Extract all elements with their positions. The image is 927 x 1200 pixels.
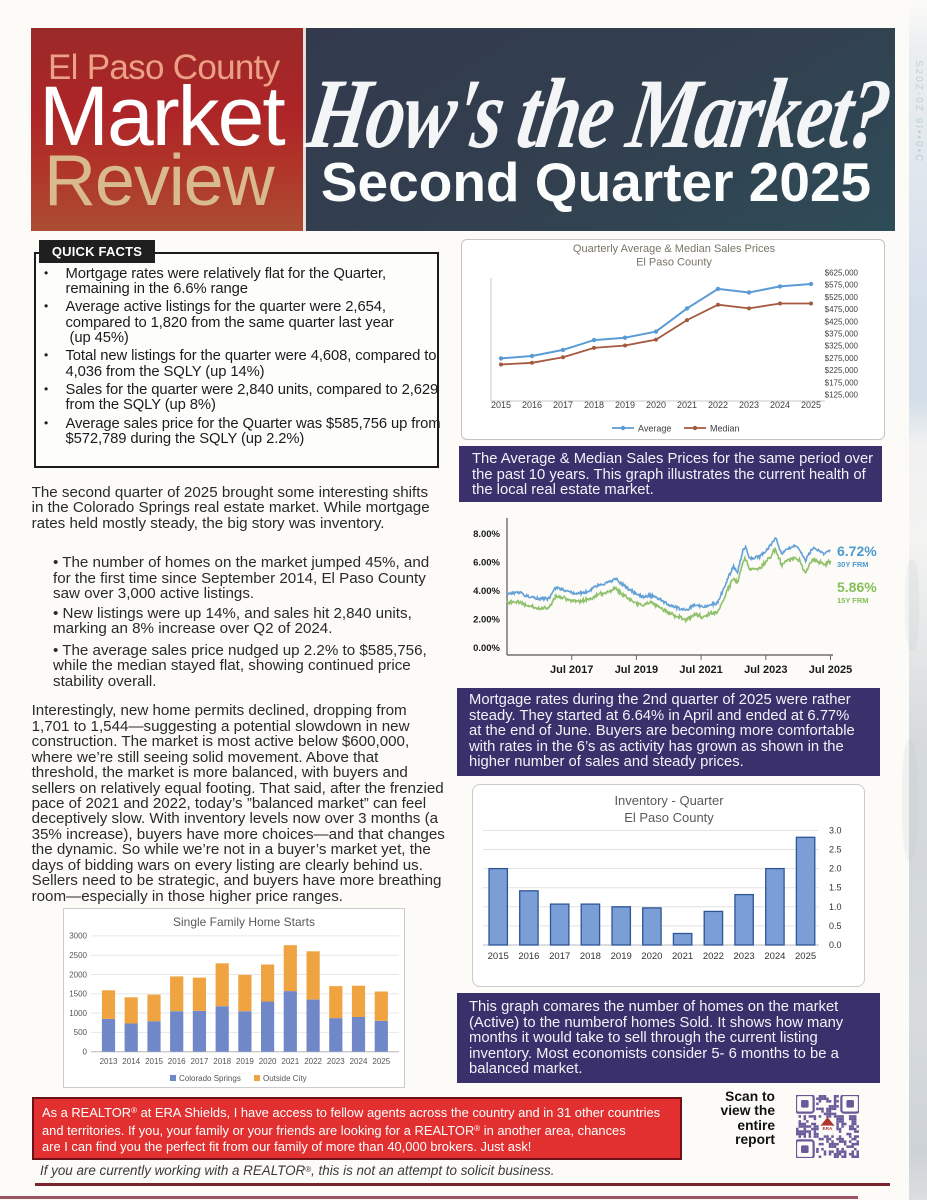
svg-text:2016: 2016 <box>522 400 542 410</box>
svg-text:2025: 2025 <box>801 400 821 410</box>
svg-text:1000: 1000 <box>69 1009 87 1018</box>
svg-text:4.00%: 4.00% <box>473 586 500 597</box>
svg-text:0: 0 <box>83 1048 88 1057</box>
svg-text:2020: 2020 <box>641 951 662 962</box>
svg-text:2015: 2015 <box>488 951 509 962</box>
svg-text:$625,000: $625,000 <box>825 269 859 278</box>
svg-text:ERA: ERA <box>823 1126 833 1131</box>
svg-text:Inventory - Quarter: Inventory - Quarter <box>614 793 724 808</box>
svg-text:Jul 2025: Jul 2025 <box>809 664 852 676</box>
svg-text:2015: 2015 <box>145 1057 163 1066</box>
svg-text:Jul 2021: Jul 2021 <box>679 664 722 676</box>
svg-text:Colorado Springs: Colorado Springs <box>179 1074 241 1083</box>
svg-text:2024: 2024 <box>770 400 790 410</box>
svg-text:Jul 2017: Jul 2017 <box>550 664 593 676</box>
svg-text:2024: 2024 <box>764 951 785 962</box>
svg-text:2023: 2023 <box>327 1057 345 1066</box>
svg-text:El Paso County: El Paso County <box>624 810 714 825</box>
svg-text:2018: 2018 <box>580 951 601 962</box>
svg-text:2017: 2017 <box>553 400 573 410</box>
svg-text:2025: 2025 <box>372 1057 390 1066</box>
svg-text:Jul 2019: Jul 2019 <box>615 664 658 676</box>
svg-text:Average: Average <box>638 424 671 434</box>
svg-text:$475,000: $475,000 <box>825 305 859 314</box>
svg-text:1.5: 1.5 <box>829 883 842 893</box>
svg-text:Jul 2023: Jul 2023 <box>744 664 787 676</box>
svg-text:2022: 2022 <box>703 951 724 962</box>
svg-text:2023: 2023 <box>734 951 755 962</box>
svg-text:2014: 2014 <box>122 1057 140 1066</box>
svg-text:3000: 3000 <box>69 932 87 941</box>
svg-text:Median: Median <box>710 424 740 434</box>
svg-text:1.0: 1.0 <box>829 902 842 912</box>
svg-text:2019: 2019 <box>236 1057 254 1066</box>
svg-text:500: 500 <box>74 1028 88 1037</box>
svg-text:El Paso County: El Paso County <box>636 257 712 269</box>
svg-text:2021: 2021 <box>677 400 697 410</box>
svg-text:2500: 2500 <box>69 951 87 960</box>
svg-text:2.0: 2.0 <box>829 864 842 874</box>
svg-text:$275,000: $275,000 <box>825 354 859 363</box>
svg-text:2020: 2020 <box>646 400 666 410</box>
svg-text:2018: 2018 <box>213 1057 231 1066</box>
svg-text:2013: 2013 <box>100 1057 118 1066</box>
svg-text:$225,000: $225,000 <box>825 366 859 375</box>
svg-text:2.5: 2.5 <box>829 845 842 855</box>
svg-text:$125,000: $125,000 <box>825 391 859 400</box>
svg-text:2022: 2022 <box>708 400 728 410</box>
svg-text:0.00%: 0.00% <box>473 643 500 654</box>
svg-text:2019: 2019 <box>615 400 635 410</box>
svg-text:5.86%: 5.86% <box>837 579 877 595</box>
svg-text:2017: 2017 <box>549 951 570 962</box>
svg-text:2016: 2016 <box>168 1057 186 1066</box>
svg-text:$375,000: $375,000 <box>825 330 859 339</box>
svg-text:2025: 2025 <box>795 951 816 962</box>
svg-text:Single Family Home Starts: Single Family Home Starts <box>173 915 315 929</box>
svg-text:Outside City: Outside City <box>263 1074 307 1083</box>
svg-text:0.0: 0.0 <box>829 940 842 950</box>
svg-text:2019: 2019 <box>611 951 632 962</box>
svg-text:$425,000: $425,000 <box>825 317 859 326</box>
svg-text:0.5: 0.5 <box>829 921 842 931</box>
svg-text:15Y FRM: 15Y FRM <box>837 596 869 605</box>
svg-text:Quarterly Average & Median Sal: Quarterly Average & Median Sales Prices <box>573 243 776 255</box>
svg-text:2.00%: 2.00% <box>473 615 500 626</box>
svg-text:2020: 2020 <box>259 1057 277 1066</box>
svg-text:2021: 2021 <box>672 951 693 962</box>
svg-text:1500: 1500 <box>69 990 87 999</box>
svg-text:6.00%: 6.00% <box>473 558 500 569</box>
svg-text:$325,000: $325,000 <box>825 342 859 351</box>
svg-text:2016: 2016 <box>518 951 539 962</box>
svg-text:8.00%: 8.00% <box>473 529 500 540</box>
svg-text:2024: 2024 <box>350 1057 368 1066</box>
svg-text:2018: 2018 <box>584 400 604 410</box>
svg-text:6.72%: 6.72% <box>837 543 877 559</box>
svg-text:2015: 2015 <box>491 400 511 410</box>
svg-text:$525,000: $525,000 <box>825 293 859 302</box>
svg-text:2017: 2017 <box>191 1057 209 1066</box>
svg-text:2022: 2022 <box>304 1057 322 1066</box>
svg-text:2021: 2021 <box>281 1057 299 1066</box>
svg-text:30Y FRM: 30Y FRM <box>837 560 869 569</box>
svg-text:3.0: 3.0 <box>829 825 842 835</box>
svg-text:$175,000: $175,000 <box>825 378 859 387</box>
svg-text:2000: 2000 <box>69 970 87 979</box>
svg-text:$575,000: $575,000 <box>825 281 859 290</box>
svg-text:2023: 2023 <box>739 400 759 410</box>
